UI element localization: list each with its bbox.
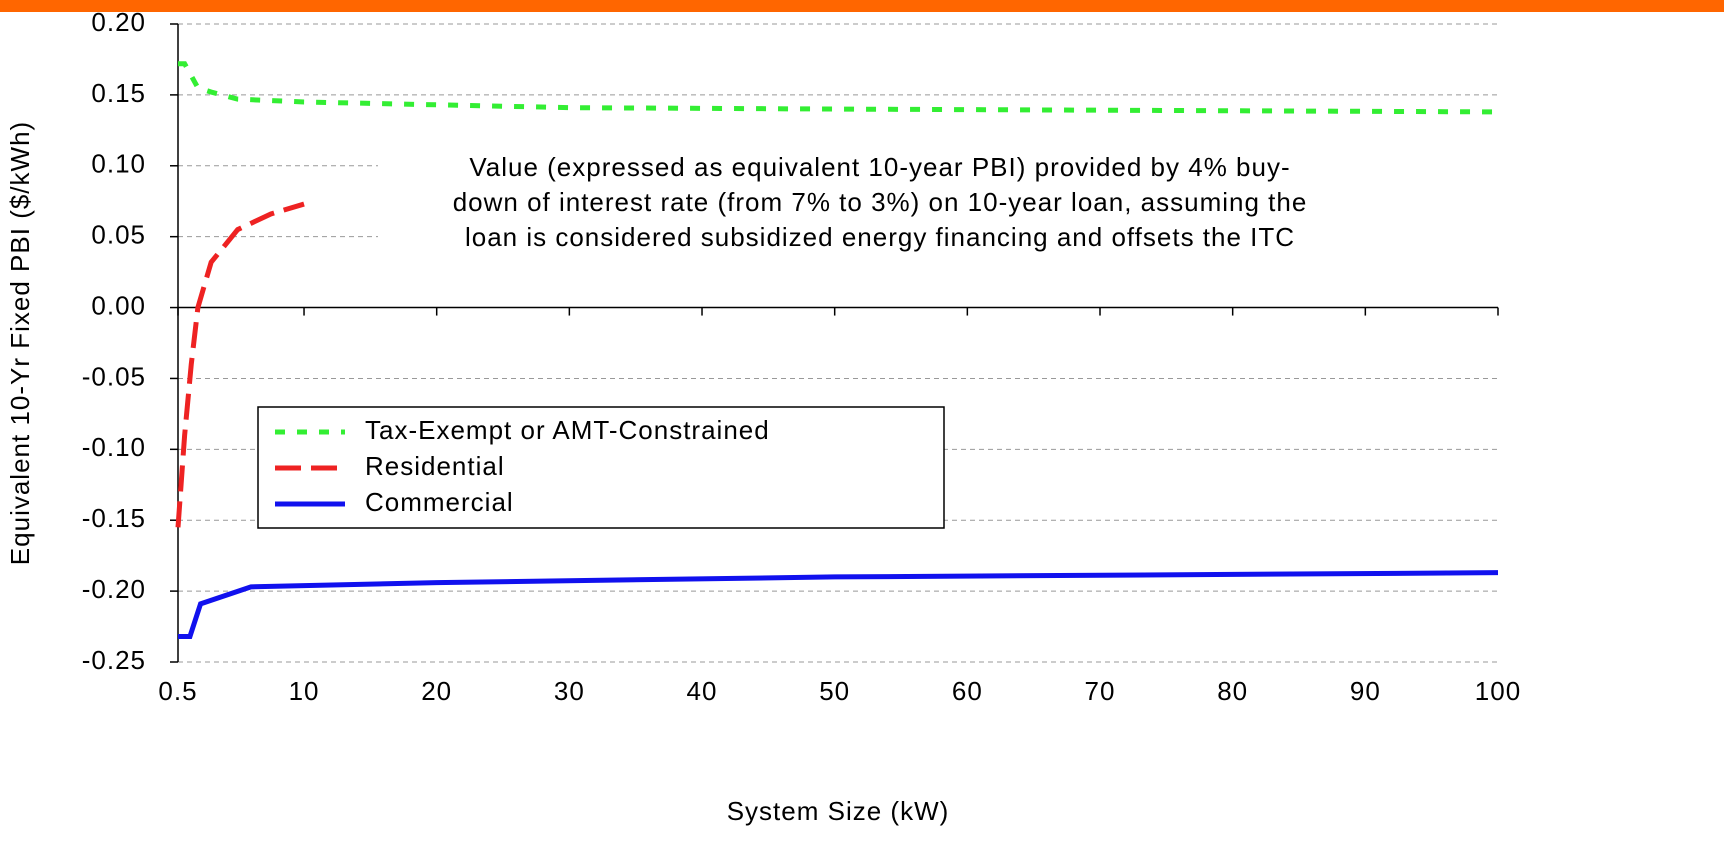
y-tick-label: 0.20: [91, 7, 146, 37]
series-line: [175, 201, 305, 528]
annotation-box: [378, 148, 1508, 260]
x-tick-label: 60: [952, 676, 983, 706]
series-line: [178, 61, 1499, 115]
y-tick-label: -0.15: [82, 503, 146, 533]
y-tick-label: 0.10: [91, 149, 146, 179]
legend-label: Tax-Exempt or AMT-Constrained: [365, 415, 770, 445]
x-tick-label: 90: [1350, 676, 1381, 706]
y-axis-title: Equivalent 10-Yr Fixed PBI ($/kWh): [5, 121, 35, 565]
x-tick-label: 100: [1475, 676, 1521, 706]
x-tick-label: 50: [819, 676, 850, 706]
y-tick-label: 0.05: [91, 220, 146, 250]
annotation: loan is considered subsidized energy fin…: [465, 222, 1295, 252]
y-tick-label: -0.20: [82, 574, 146, 604]
y-tick-label: -0.25: [82, 645, 146, 675]
y-tick-label: 0.15: [91, 78, 146, 108]
x-tick-label: 20: [421, 676, 452, 706]
x-tick-label: 70: [1085, 676, 1116, 706]
x-tick-label: 0.5: [158, 676, 197, 706]
legend-label: Commercial: [365, 487, 514, 517]
legend-box: [257, 406, 945, 529]
y-tick-label: -0.10: [82, 432, 146, 462]
annotation: Value (expressed as equivalent 10-year P…: [469, 152, 1290, 182]
top-bar: [0, 0, 1724, 12]
legend-label: Residential: [365, 451, 505, 481]
x-axis-title: System Size (kW): [727, 796, 950, 826]
series-line: [178, 570, 1499, 639]
y-tick-label: -0.05: [82, 361, 146, 391]
x-tick-label: 80: [1217, 676, 1248, 706]
annotation: down of interest rate (from 7% to 3%) on…: [453, 187, 1308, 217]
y-tick-label: 0.00: [91, 290, 146, 320]
x-tick-label: 10: [289, 676, 320, 706]
x-tick-label: 30: [554, 676, 585, 706]
x-tick-label: 40: [687, 676, 718, 706]
